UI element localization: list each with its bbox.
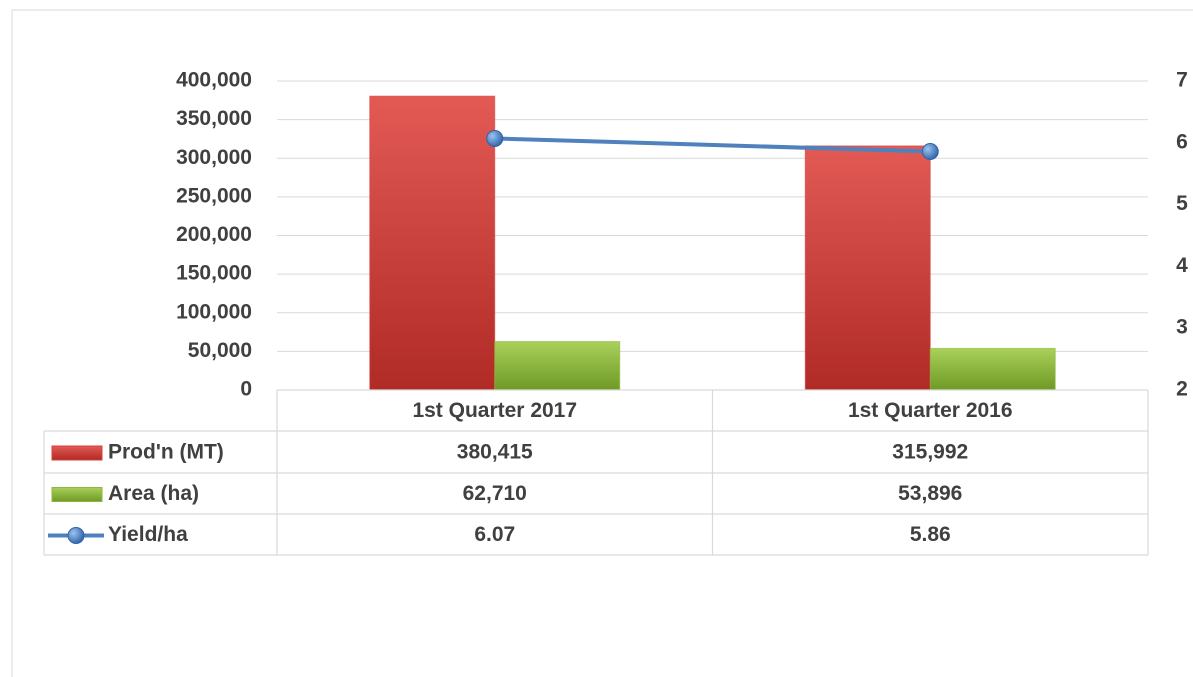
bar [804, 145, 931, 391]
y-tick-label: 50,000 [188, 339, 252, 362]
table-value: 380,415 [457, 441, 533, 464]
y-tick-label: 250,000 [176, 184, 252, 207]
y-tick-label: 100,000 [176, 300, 252, 323]
y2-tick-label: 3 [1176, 316, 1188, 339]
y-tick-label: 200,000 [176, 223, 252, 246]
y2-tick-label: 6 [1176, 130, 1188, 153]
bar [929, 347, 1056, 391]
bar [494, 341, 621, 391]
y-tick-label: 0 [240, 378, 252, 401]
line-marker [921, 142, 939, 160]
y2-tick-label: 4 [1176, 254, 1188, 277]
legend-key [67, 527, 85, 544]
bar [369, 95, 496, 391]
chart-frame [11, 9, 1193, 677]
legend-key [51, 487, 103, 502]
y2-tick-label: 2 [1176, 378, 1188, 401]
table-value: 5.86 [910, 523, 951, 546]
line-marker [486, 129, 504, 147]
legend-label: Prod'n (MT) [108, 441, 224, 464]
y2-tick-label: 7 [1176, 69, 1188, 92]
table-value: 53,896 [898, 482, 962, 505]
legend-label: Yield/ha [108, 523, 188, 546]
y-tick-label: 150,000 [176, 262, 252, 285]
table-value: 315,992 [892, 441, 968, 464]
legend-key [51, 445, 103, 461]
y-tick-label: 400,000 [176, 69, 252, 92]
table-value: 62,710 [463, 482, 527, 505]
line [494, 136, 931, 154]
legend-label: Area (ha) [108, 482, 199, 505]
y-tick-label: 300,000 [176, 146, 252, 169]
table-header: 1st Quarter 2016 [848, 399, 1013, 422]
y-tick-label: 350,000 [176, 107, 252, 130]
table-value: 6.07 [474, 523, 515, 546]
y2-tick-label: 5 [1176, 192, 1188, 215]
table-header: 1st Quarter 2017 [412, 399, 577, 422]
